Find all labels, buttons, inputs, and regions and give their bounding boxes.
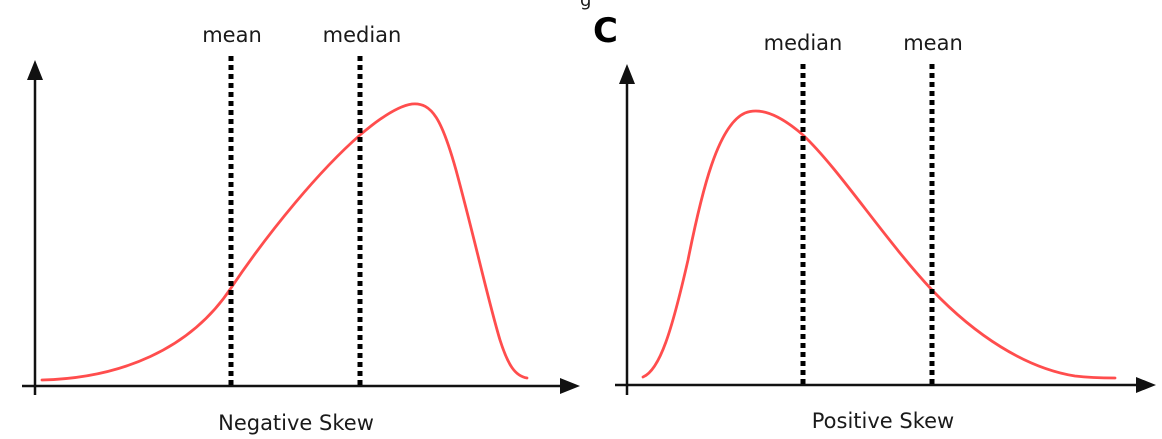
left-x-axis-arrow-icon [560, 378, 580, 394]
right-marker-label-mean: mean [903, 31, 963, 55]
right-marker-label-median: median [764, 31, 843, 55]
top-text-fragment: g [580, 0, 591, 11]
positive-skew-panel: C median mean Positive Skew [593, 11, 1156, 433]
right-panel-caption: Positive Skew [812, 409, 954, 433]
left-marker-label-mean: mean [202, 23, 262, 47]
negative-skew-panel: mean median Negative Skew [22, 23, 580, 435]
left-distribution-curve [40, 102, 529, 382]
left-marker-label-median: median [323, 23, 402, 47]
left-panel-caption: Negative Skew [218, 411, 374, 435]
panel-letter: C [593, 11, 618, 51]
right-x-axis-arrow-icon [1136, 377, 1156, 393]
right-distribution-curve [641, 109, 1117, 380]
left-y-axis-arrow-icon [27, 60, 43, 80]
right-y-axis-arrow-icon [619, 64, 635, 84]
